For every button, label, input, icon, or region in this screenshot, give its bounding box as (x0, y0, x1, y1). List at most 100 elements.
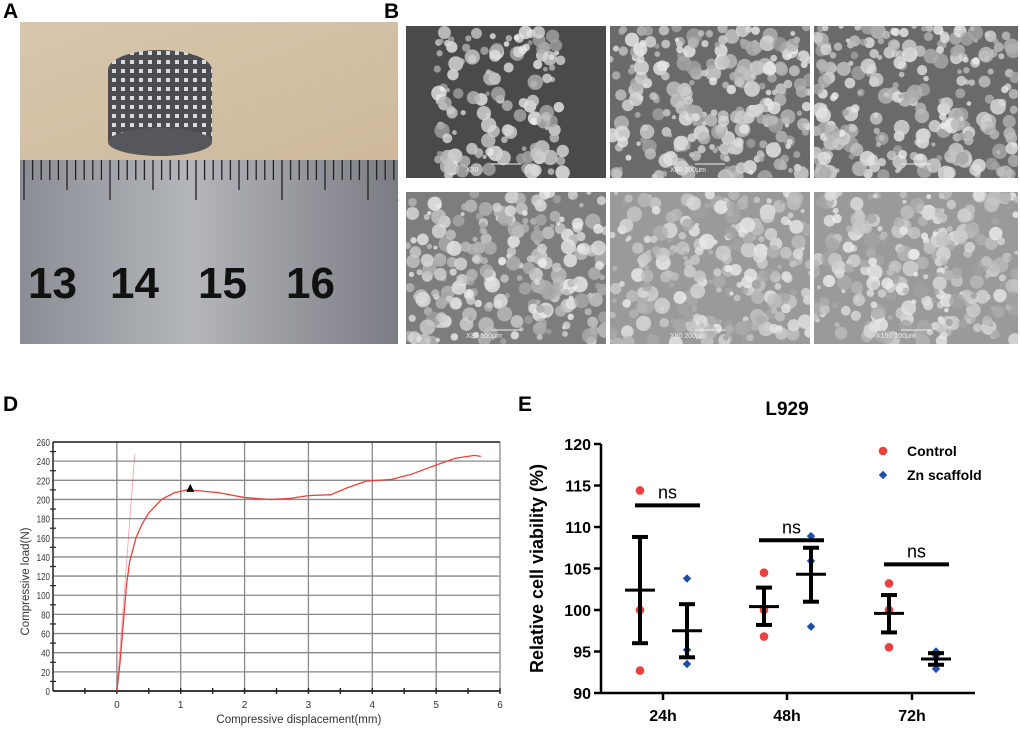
sem-grain (886, 268, 895, 276)
sem-grain (676, 45, 684, 54)
sem-grain (639, 39, 647, 47)
sem-grain (815, 197, 825, 207)
sem-grain (610, 231, 616, 239)
sem-grain (923, 48, 939, 64)
sem-grain (898, 93, 904, 99)
sem-grain (944, 149, 958, 164)
sem-grain (893, 56, 906, 70)
sem-grain (902, 199, 907, 204)
sem-grain (814, 259, 820, 270)
sem-grain (498, 256, 507, 266)
sem-grain (687, 36, 700, 49)
sem-grain (524, 315, 533, 325)
y-tick-label: 120 (564, 437, 591, 454)
sem-grain (435, 337, 440, 343)
sem-grain (639, 124, 655, 139)
sem-grain (408, 271, 415, 278)
sem-grain (969, 163, 982, 176)
sem-grain (833, 42, 843, 51)
sem-grain (704, 202, 711, 209)
sem-grain (957, 69, 963, 75)
sem-grain (460, 110, 466, 116)
sem-grain (415, 292, 431, 308)
sem-texture: X30 (406, 26, 606, 178)
sem-grain (883, 92, 889, 98)
sem-grain (629, 64, 635, 69)
sem-grain (662, 61, 670, 69)
y-tick-label: 115 (565, 479, 591, 496)
sem-grain (926, 329, 934, 336)
sem-grain (436, 312, 447, 323)
sem-grain (857, 90, 863, 95)
sem-grain (724, 29, 740, 44)
sem-grain (446, 107, 458, 119)
sem-grain (936, 46, 944, 54)
sem-grain (526, 255, 534, 263)
sem-grain (489, 33, 496, 40)
sem-grain (874, 254, 885, 266)
sem-grain (786, 138, 793, 145)
sem-grain (542, 305, 553, 315)
sem-grain (982, 315, 993, 327)
sem-grain (474, 299, 482, 308)
sem-grain (572, 278, 579, 285)
sem-grain (693, 270, 706, 283)
sem-grain (452, 130, 457, 135)
sem-grain (427, 210, 432, 216)
sem-grain (993, 257, 1009, 273)
sem-grain (542, 149, 558, 166)
sem-grain (828, 252, 843, 267)
sem-texture (814, 26, 1018, 178)
sem-grain (504, 292, 511, 299)
sem-grain (713, 268, 722, 277)
sem-grain (681, 218, 695, 231)
sem-grain (968, 79, 976, 86)
sem-grain (410, 237, 417, 244)
sem-grain (868, 320, 881, 333)
sem-grain (840, 305, 851, 316)
sem-grain (746, 138, 756, 149)
sem-grain (741, 320, 753, 332)
sem-grain (529, 164, 542, 177)
sem-grain (576, 231, 586, 242)
sem-grain (801, 101, 810, 112)
sem-grain (449, 297, 462, 310)
sem-grain (495, 150, 511, 166)
x-tick-label: 48h (773, 708, 801, 725)
sem-grain (537, 258, 548, 268)
sem-grain (745, 26, 753, 33)
sem-grain (626, 235, 632, 241)
sem-grain (450, 333, 459, 341)
sem-grain (970, 292, 977, 299)
sem-grain (984, 197, 999, 213)
sem-grain (619, 218, 634, 233)
y-tick-label: 140 (37, 552, 50, 563)
sem-grain (473, 331, 480, 339)
sem-grain (460, 241, 471, 253)
sem-grain (493, 299, 503, 309)
sem-grain (1012, 211, 1018, 218)
sem-grain (690, 283, 706, 299)
sem-grain (762, 114, 775, 126)
sem-grain (666, 81, 682, 97)
sem-grain (535, 306, 540, 311)
sem-grain (527, 74, 543, 90)
sem-grain (530, 229, 545, 244)
sem-grain (714, 41, 721, 48)
sem-grain (816, 285, 822, 290)
sem-grain (482, 162, 496, 176)
sem-grain (555, 55, 566, 66)
sem-grain (416, 269, 423, 276)
sem-grain (489, 49, 501, 62)
sem-grain (649, 287, 657, 296)
sem-grain (542, 73, 552, 84)
sem-grain (728, 192, 740, 201)
sem-grain (618, 166, 623, 172)
sem-grain (724, 265, 732, 273)
control-point (635, 666, 645, 675)
sem-grain (779, 246, 792, 259)
sem-grain (767, 73, 777, 83)
sem-grain (814, 313, 819, 322)
sem-grain (646, 249, 651, 254)
sem-grain (834, 192, 843, 197)
